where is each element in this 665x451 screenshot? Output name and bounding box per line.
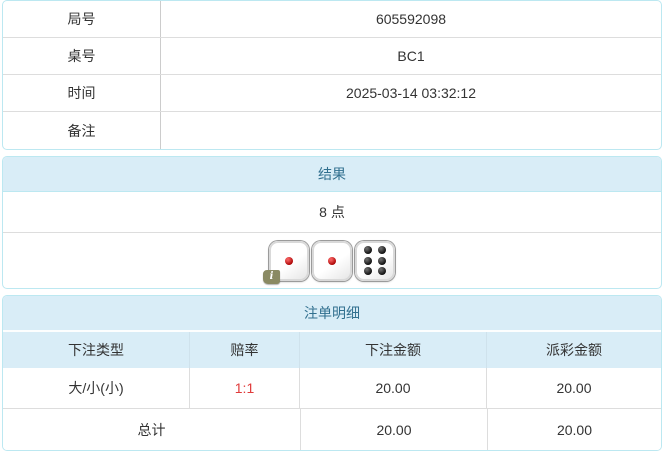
game-info-panel: 局号 605592098 桌号 BC1 时间 2025-03-14 03:32:… <box>2 0 662 150</box>
bet-amount-value: 20.00 <box>299 368 486 408</box>
dice-row: i <box>3 233 661 288</box>
total-bet-amount: 20.00 <box>300 409 487 450</box>
result-points: 8 点 <box>3 192 661 233</box>
time-label: 时间 <box>3 75 161 111</box>
result-header: 结果 <box>3 157 661 192</box>
table-row: 大/小(小) 1:1 20.00 20.00 <box>3 368 661 409</box>
table-number-label: 桌号 <box>3 38 161 74</box>
round-id-value: 605592098 <box>375 11 447 27</box>
col-payout: 派彩金额 <box>486 332 661 368</box>
col-bet-amount: 下注金额 <box>299 332 486 368</box>
round-id-label: 局号 <box>3 1 161 37</box>
bet-type-value: 大/小(小) <box>68 380 124 396</box>
bet-details-panel: 注单明细 下注类型 赔率 下注金额 派彩金额 大/小(小) 1:1 20.00 … <box>2 295 662 451</box>
table-row: 桌号 BC1 <box>3 38 661 75</box>
die-icon: i <box>263 240 309 284</box>
result-panel: 结果 8 点 i <box>2 156 662 289</box>
table-number-value: BC1 <box>397 48 425 64</box>
die-icon <box>312 240 352 281</box>
col-odds: 赔率 <box>189 332 299 368</box>
time-value: 2025-03-14 03:32:12 <box>346 85 476 101</box>
total-payout: 20.00 <box>487 409 661 450</box>
bet-details-header: 注单明细 <box>3 296 661 332</box>
total-label: 总计 <box>137 421 166 438</box>
remark-value <box>161 112 661 149</box>
info-badge-icon[interactable]: i <box>263 269 280 284</box>
bet-columns-header: 下注类型 赔率 下注金额 派彩金额 <box>3 332 661 368</box>
total-row: 总计 20.00 20.00 <box>3 409 661 450</box>
odds-value: 1:1 <box>189 368 299 408</box>
payout-value: 20.00 <box>486 368 661 408</box>
die-icon <box>355 240 395 281</box>
col-bet-type: 下注类型 <box>68 342 124 358</box>
table-row: 局号 605592098 <box>3 1 661 38</box>
table-row: 时间 2025-03-14 03:32:12 <box>3 75 661 112</box>
table-row: 备注 <box>3 112 661 149</box>
remark-label: 备注 <box>3 112 161 149</box>
